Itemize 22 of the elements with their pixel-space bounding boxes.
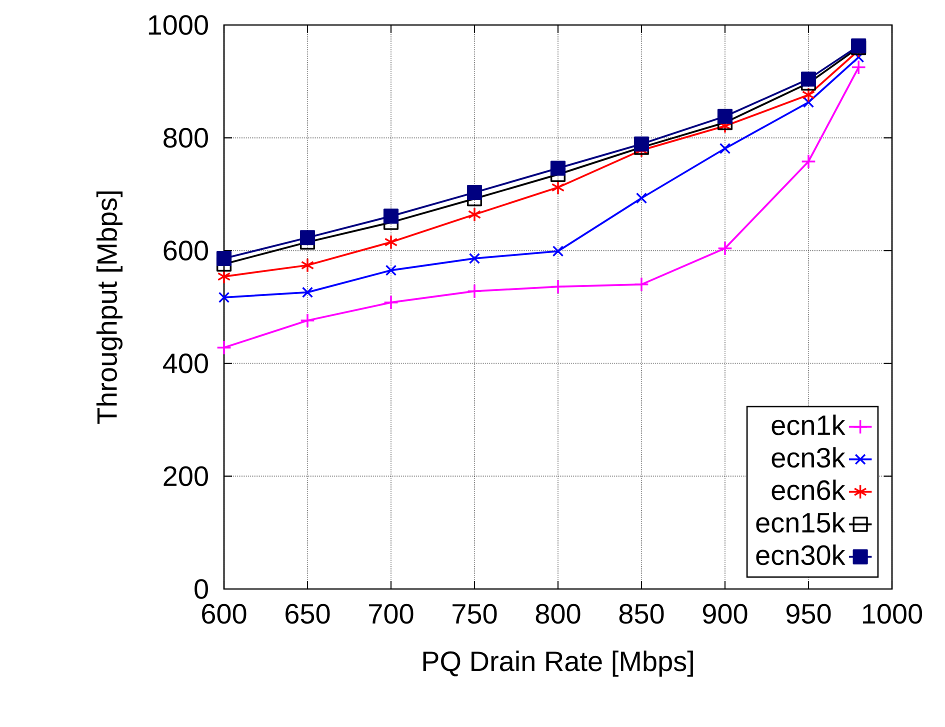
legend-label: ecn15k xyxy=(756,512,846,533)
y-axis-title: Throughput [Mbps] xyxy=(96,192,123,424)
y-tick-label: 800 xyxy=(164,128,208,148)
y-tick-label: 0 xyxy=(194,579,208,599)
y-tick-label: 1000 xyxy=(148,15,208,35)
x-axis-title: PQ Drain Rate [Mbps] xyxy=(423,650,693,677)
legend-label: ecn30k xyxy=(756,544,846,566)
y-tick-label: 200 xyxy=(164,466,208,486)
x-tick-label: 600 xyxy=(202,604,246,624)
x-tick-label: 700 xyxy=(369,604,414,624)
legend-label: ecn1k xyxy=(772,414,846,436)
legend-label: ecn3k xyxy=(772,447,846,468)
x-tick-label: 850 xyxy=(619,604,664,624)
x-tick-label: 900 xyxy=(702,604,748,624)
y-tick-label: 600 xyxy=(164,240,208,260)
x-tick-label: 1000 xyxy=(862,604,922,624)
legend-label: ecn6k xyxy=(772,480,846,500)
x-tick-label: 650 xyxy=(286,604,330,624)
y-tick-label: 400 xyxy=(163,353,208,374)
x-tick-label: 750 xyxy=(452,604,497,624)
x-tick-label: 950 xyxy=(786,604,831,624)
x-tick-label: 800 xyxy=(536,604,580,624)
